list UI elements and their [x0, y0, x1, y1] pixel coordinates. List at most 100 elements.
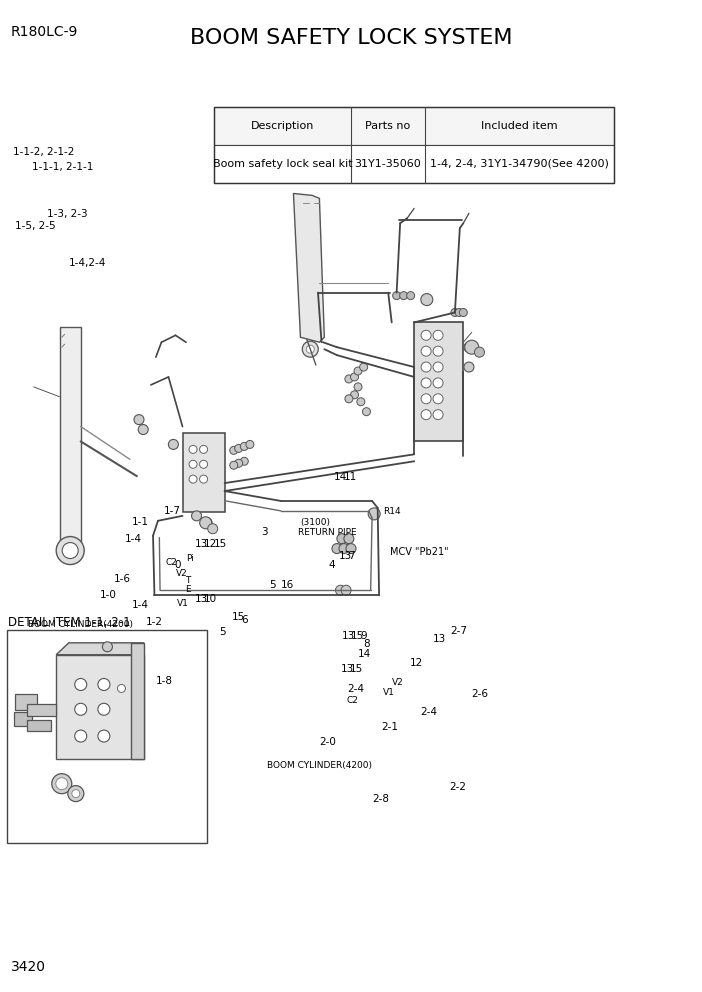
Bar [56, 655, 144, 759]
Circle shape [359, 363, 368, 371]
Bar [60, 327, 81, 551]
Bar [27, 720, 51, 731]
Circle shape [199, 475, 208, 483]
Circle shape [362, 408, 371, 416]
Text: (3100): (3100) [300, 518, 331, 528]
Text: MCV "Pb21": MCV "Pb21" [390, 547, 449, 557]
Text: 8: 8 [363, 639, 369, 649]
Text: 13: 13 [341, 664, 355, 674]
Circle shape [344, 534, 354, 544]
Circle shape [332, 544, 342, 554]
Bar [214, 107, 614, 183]
Circle shape [138, 425, 148, 434]
Circle shape [459, 309, 468, 316]
Circle shape [168, 439, 178, 449]
Circle shape [199, 517, 212, 529]
Circle shape [399, 292, 408, 300]
Text: 3: 3 [261, 527, 267, 537]
Text: 2-0: 2-0 [319, 737, 336, 747]
Text: V2: V2 [176, 568, 188, 578]
Text: BOOM CYLINDER(4200): BOOM CYLINDER(4200) [28, 620, 133, 630]
Text: 15: 15 [232, 612, 245, 622]
Text: Parts no: Parts no [365, 121, 411, 131]
Circle shape [306, 345, 314, 353]
Bar [14, 712, 32, 726]
Circle shape [368, 508, 380, 520]
Circle shape [433, 346, 443, 356]
Bar [183, 433, 225, 512]
Text: 3420: 3420 [11, 960, 46, 974]
Text: T: T [185, 575, 191, 585]
Circle shape [68, 786, 84, 802]
Circle shape [74, 730, 87, 742]
Text: 1-7: 1-7 [164, 506, 181, 516]
Text: 2-7: 2-7 [451, 626, 468, 636]
Bar [214, 145, 614, 183]
Circle shape [240, 457, 249, 465]
Circle shape [421, 394, 431, 404]
Circle shape [475, 347, 484, 357]
Text: E: E [185, 584, 191, 594]
Text: 10: 10 [204, 594, 218, 604]
Text: 1-1-2, 2-1-2: 1-1-2, 2-1-2 [13, 147, 74, 157]
Circle shape [102, 642, 112, 652]
Bar [15, 694, 37, 710]
Circle shape [246, 440, 254, 448]
Text: 1-4,2-4: 1-4,2-4 [69, 258, 106, 268]
Text: 4: 4 [329, 560, 335, 570]
Circle shape [345, 375, 353, 383]
Circle shape [420, 294, 433, 306]
Text: 1-6: 1-6 [114, 574, 131, 584]
Circle shape [52, 774, 72, 794]
Circle shape [354, 367, 362, 375]
Circle shape [234, 444, 243, 452]
Circle shape [189, 475, 197, 483]
Text: DETAIL ITEM 1-1, 2-1: DETAIL ITEM 1-1, 2-1 [8, 616, 131, 630]
Circle shape [98, 703, 110, 715]
Text: 13: 13 [194, 539, 208, 549]
Circle shape [62, 543, 78, 558]
Circle shape [230, 461, 238, 469]
Text: 2-6: 2-6 [472, 689, 489, 699]
Text: 1-4: 1-4 [125, 534, 142, 544]
Circle shape [455, 309, 463, 316]
Text: 16: 16 [281, 580, 294, 590]
Circle shape [117, 684, 126, 692]
Text: V2: V2 [392, 678, 404, 687]
Text: 2-2: 2-2 [449, 782, 466, 792]
Circle shape [134, 415, 144, 425]
Circle shape [339, 544, 349, 554]
Text: 7: 7 [348, 551, 355, 560]
Text: C2: C2 [166, 558, 178, 567]
Circle shape [350, 373, 359, 381]
Circle shape [433, 394, 443, 404]
Text: 11: 11 [344, 472, 357, 482]
Text: RETURN PIPE: RETURN PIPE [298, 528, 357, 538]
Circle shape [98, 730, 110, 742]
Bar [214, 107, 614, 145]
Circle shape [208, 524, 218, 534]
Text: 2-1: 2-1 [381, 722, 398, 732]
Circle shape [72, 790, 80, 798]
Text: 1-3, 2-3: 1-3, 2-3 [47, 209, 88, 219]
Polygon shape [56, 643, 144, 655]
Circle shape [202, 518, 212, 528]
Text: 5: 5 [269, 580, 275, 590]
Circle shape [55, 778, 68, 790]
Circle shape [234, 459, 243, 467]
Circle shape [357, 398, 365, 406]
Text: V1: V1 [177, 598, 189, 608]
Text: 12: 12 [204, 539, 217, 549]
Circle shape [350, 391, 359, 399]
Bar [414, 322, 463, 441]
Circle shape [240, 442, 249, 450]
Circle shape [433, 378, 443, 388]
Circle shape [433, 362, 443, 372]
Text: 15: 15 [351, 631, 364, 641]
Text: Included item: Included item [481, 121, 558, 131]
Text: 1-2: 1-2 [146, 617, 163, 627]
Text: Description: Description [251, 121, 314, 131]
Text: 1-4: 1-4 [132, 600, 149, 610]
Text: 2-4: 2-4 [420, 707, 437, 717]
Text: 5: 5 [219, 627, 225, 637]
